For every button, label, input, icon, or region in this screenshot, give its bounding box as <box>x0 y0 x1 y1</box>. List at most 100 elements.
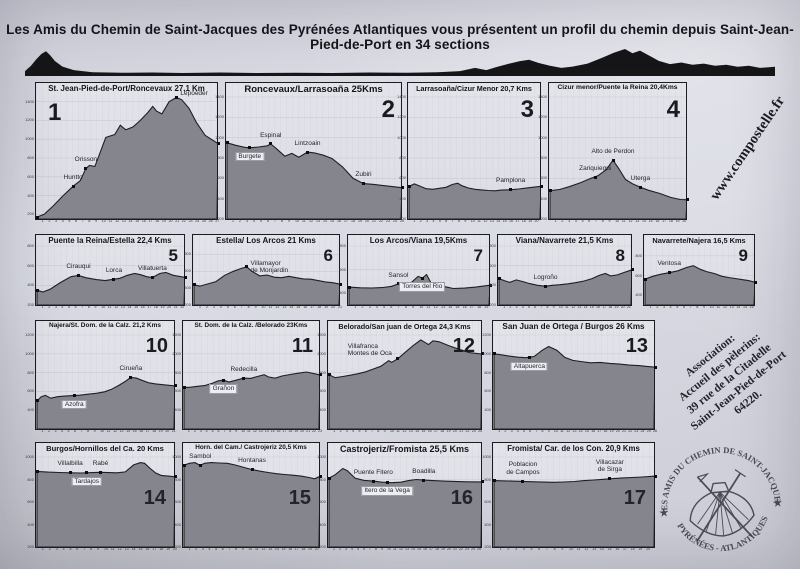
x-axis-km-tick-label: 5 <box>68 305 70 309</box>
y-axis-tick-label: 600 <box>319 388 326 394</box>
y-axis-tick-label: 1400 <box>397 94 406 99</box>
y-axis-tick-label: 400 <box>27 521 34 527</box>
stamp-top-text: LES AMIS DU CHEMIN DE SAINT-JACQUES <box>645 435 783 514</box>
x-axis-km-tick-label: 1 <box>232 219 234 223</box>
chart-number: 10 <box>145 335 168 357</box>
x-axis-km-tick-label: 9 <box>412 305 415 309</box>
x-axis-km-tick-label: 9 <box>241 547 244 551</box>
profile-endpoint-marker <box>492 352 496 356</box>
chart-title: St. Dom. de la Calz. /Belorado 23Kms <box>194 322 308 329</box>
y-axis-tick-label: 600 <box>174 388 181 394</box>
x-axis-km-tick-label: 17 <box>662 219 667 223</box>
profile-endpoint-marker <box>183 275 187 279</box>
section-chart-6: Estella/ Los Arcos 21 Kms 6 200 400 600 800 1 2… <box>184 234 342 309</box>
x-axis-km-tick-label: 17 <box>622 547 627 551</box>
place-label: Grañon <box>209 384 238 394</box>
x-axis-km-tick-label: 8 <box>281 219 283 223</box>
x-axis-km-tick-label: 11 <box>426 305 431 309</box>
x-axis-km-tick-label: 13 <box>258 429 263 433</box>
x-axis-km-tick-label: 7 <box>83 547 86 551</box>
x-axis-km-tick-label: 5 <box>68 219 71 223</box>
website-note: www.compostelle.fr <box>706 93 789 204</box>
place-label: Torres del Rio <box>399 282 446 292</box>
x-axis-km-tick-label: 6 <box>363 547 365 551</box>
x-axis-km-tick-label: 15 <box>589 305 594 309</box>
x-axis-km-tick-label: 13 <box>408 429 413 433</box>
x-axis-km-tick-label: 12 <box>275 305 280 309</box>
elevation-profile-plot <box>36 334 174 429</box>
y-axis-tick-label: 200 <box>399 216 406 221</box>
x-axis-km-tick-label: 14 <box>415 429 420 433</box>
x-axis-km-tick-label: 1 <box>333 547 335 551</box>
place-marker <box>98 470 102 474</box>
y-axis-tick-label: 1000 <box>25 136 34 142</box>
x-axis-km-tick-label: 8 <box>88 219 91 223</box>
x-axis-km-tick-label: 3 <box>568 219 571 223</box>
x-axis-km-tick-label: 4 <box>61 305 64 309</box>
place-marker <box>72 394 76 398</box>
x-axis-km-tick-label: 20 <box>167 305 172 309</box>
x-axis-km-tick-label: 7 <box>80 429 83 433</box>
x-axis-km-tick-label: 12 <box>114 305 119 309</box>
x-axis-km-tick-label: 7 <box>81 219 84 223</box>
y-axis-tick-label: 400 <box>319 521 326 527</box>
profile-endpoint-marker <box>192 283 196 287</box>
x-axis-km-tick-label: 17 <box>145 429 150 433</box>
chart-title: San Juan de Ortega / Burgos 26 Kms <box>502 322 645 331</box>
x-axis-km-tick-label: 14 <box>289 305 294 309</box>
x-axis-km-tick-label: 11 <box>106 429 111 433</box>
x-axis-km-tick-label: 19 <box>484 305 489 309</box>
x-axis-km-tick-label: 23 <box>318 429 322 433</box>
x-axis-km-tick-label: 2 <box>239 219 241 223</box>
x-axis-km-tick-label: 4 <box>669 305 672 309</box>
x-axis-km-tick-label: 18 <box>159 547 164 551</box>
place-marker <box>611 158 615 162</box>
x-axis-km-tick-label: 16 <box>145 547 150 551</box>
place-marker <box>112 277 116 281</box>
x-axis-km-tick-label: 19 <box>158 429 163 433</box>
x-axis-km-tick-label: 12 <box>433 305 438 309</box>
x-axis-km-tick-label: 7 <box>535 429 538 433</box>
x-axis-km-tick-label: 4 <box>521 305 524 309</box>
place-label: Villafranca Montes de Oca <box>347 342 392 358</box>
profile-endpoint-marker <box>318 474 322 478</box>
x-axis-km-tick-label: 24 <box>478 429 483 433</box>
y-axis-tick-label: 600 <box>484 499 491 504</box>
profile-endpoint-marker <box>488 283 492 287</box>
x-axis-km-tick-label: 8 <box>553 547 556 551</box>
x-axis-km-tick-label: 19 <box>160 305 165 309</box>
x-axis-km-tick-label: 16 <box>655 219 660 223</box>
place-marker <box>521 479 525 483</box>
place-marker <box>198 464 202 468</box>
x-axis-km-tick-label: 18 <box>301 547 306 551</box>
y-axis-tick-label: 1000 <box>317 350 326 356</box>
x-axis-km-tick-label: 10 <box>261 305 266 309</box>
x-axis-km-tick-label: 12 <box>723 305 727 309</box>
y-axis-tick-label: 200 <box>540 216 547 221</box>
x-axis-km-tick-label: 1 <box>41 547 44 551</box>
x-axis-km-tick-label: 4 <box>62 547 65 551</box>
chart-number: 15 <box>288 486 311 509</box>
x-axis-km-tick-label: 13 <box>635 219 640 223</box>
place-marker <box>245 265 249 269</box>
x-axis-km-tick-label: 1 <box>41 429 44 433</box>
section-chart-3: Larrasoaña/Cizur Menor 20,7 Kms 3 200 400 60… <box>397 82 543 223</box>
x-axis-km-tick-label: 22 <box>379 219 383 223</box>
x-axis-km-tick-label: 3 <box>54 429 57 433</box>
x-axis-km-tick-label: 6 <box>74 305 77 309</box>
x-axis-km-tick-label: 21 <box>173 305 178 309</box>
x-axis-km-tick-label: 11 <box>254 547 259 551</box>
profile-endpoint-marker <box>338 282 342 286</box>
y-axis-tick-label: 1200 <box>538 114 547 120</box>
x-axis-km-tick-label: 19 <box>358 219 362 223</box>
x-axis-km-tick-label: 6 <box>221 547 224 551</box>
profile-endpoint-marker <box>182 463 186 467</box>
y-axis-tick-label: 1200 <box>317 332 326 337</box>
x-axis-km-tick-label: 17 <box>515 219 520 223</box>
x-axis-km-tick-label: 9 <box>464 219 467 223</box>
x-axis-km-tick-label: 6 <box>538 547 541 551</box>
x-axis-km-tick-label: 20 <box>682 219 687 223</box>
place-marker <box>362 182 365 186</box>
x-axis-km-tick-label: 12 <box>261 547 266 551</box>
place-label: Sansol <box>388 271 409 279</box>
